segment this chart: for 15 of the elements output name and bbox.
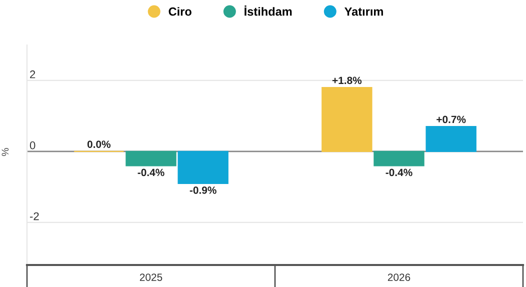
- data-label: +1.8%: [332, 76, 362, 84]
- legend-label: İstihdam: [244, 6, 292, 16]
- data-label: -0.4%: [138, 168, 164, 176]
- x-tick-label: 2026: [388, 274, 410, 281]
- data-label: 0.0%: [87, 140, 111, 148]
- data-label: -0.9%: [190, 186, 216, 194]
- x-tick-label: 2025: [140, 274, 162, 281]
- data-label: -0.4%: [386, 168, 412, 176]
- y-tick-label: -2: [30, 212, 39, 220]
- y-axis-title: %: [2, 148, 9, 156]
- y-tick-label: 2: [30, 70, 36, 78]
- legend-label: Ciro: [168, 7, 192, 16]
- data-label: +0.7%: [436, 116, 466, 124]
- legend-label: Yatırım: [344, 8, 383, 16]
- y-tick-label: 0: [30, 141, 36, 150]
